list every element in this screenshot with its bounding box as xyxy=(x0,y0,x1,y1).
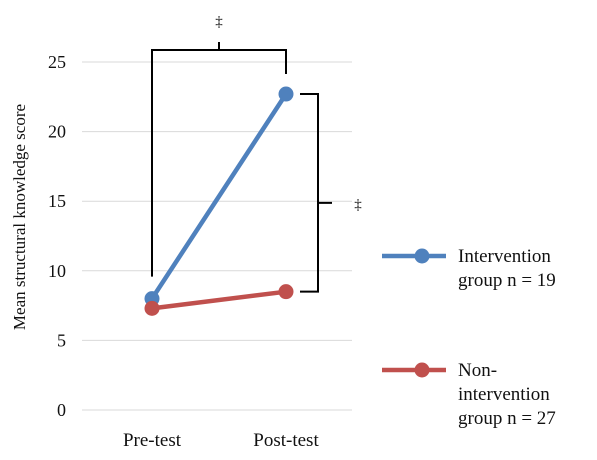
y-tick-labels: 0 5 10 15 20 25 xyxy=(48,52,66,420)
y-tick-label: 0 xyxy=(57,400,66,420)
legend-label: Non- xyxy=(458,360,497,381)
bracket-pre-post xyxy=(151,42,287,277)
legend-label: group n = 27 xyxy=(458,408,556,429)
legend: Intervention group n = 19 Non-intervention… xyxy=(382,246,556,429)
bracket-group-comparison xyxy=(300,93,332,293)
series-line-1 xyxy=(149,289,289,311)
x-tick-label: Post-test xyxy=(253,430,319,451)
legend-swatch-marker xyxy=(414,248,430,264)
data-series xyxy=(144,86,294,316)
significance-marker: ‡ xyxy=(354,197,362,213)
significance-marker: ‡ xyxy=(215,14,223,30)
y-tick-label: 10 xyxy=(48,261,66,281)
gridlines xyxy=(82,61,352,411)
series-point-0 xyxy=(278,86,294,102)
x-tick-labels: Pre-test Post-test xyxy=(123,430,319,451)
y-tick-label: 5 xyxy=(57,330,66,350)
series-point-1 xyxy=(144,300,160,316)
series-point-1 xyxy=(278,284,294,300)
legend-swatch-marker xyxy=(414,362,430,378)
y-axis-label: Mean structural knowledge score xyxy=(10,104,29,330)
x-tick-label: Pre-test xyxy=(123,430,182,451)
y-tick-label: 20 xyxy=(48,122,66,142)
legend-label: group n = 19 xyxy=(458,270,556,291)
legend-label: intervention xyxy=(458,384,550,405)
series-line-0 xyxy=(149,91,289,301)
y-tick-label: 25 xyxy=(48,52,66,72)
significance-brackets: ‡‡ xyxy=(151,14,362,293)
legend-label: Intervention xyxy=(458,246,551,267)
y-tick-label: 15 xyxy=(48,191,66,211)
